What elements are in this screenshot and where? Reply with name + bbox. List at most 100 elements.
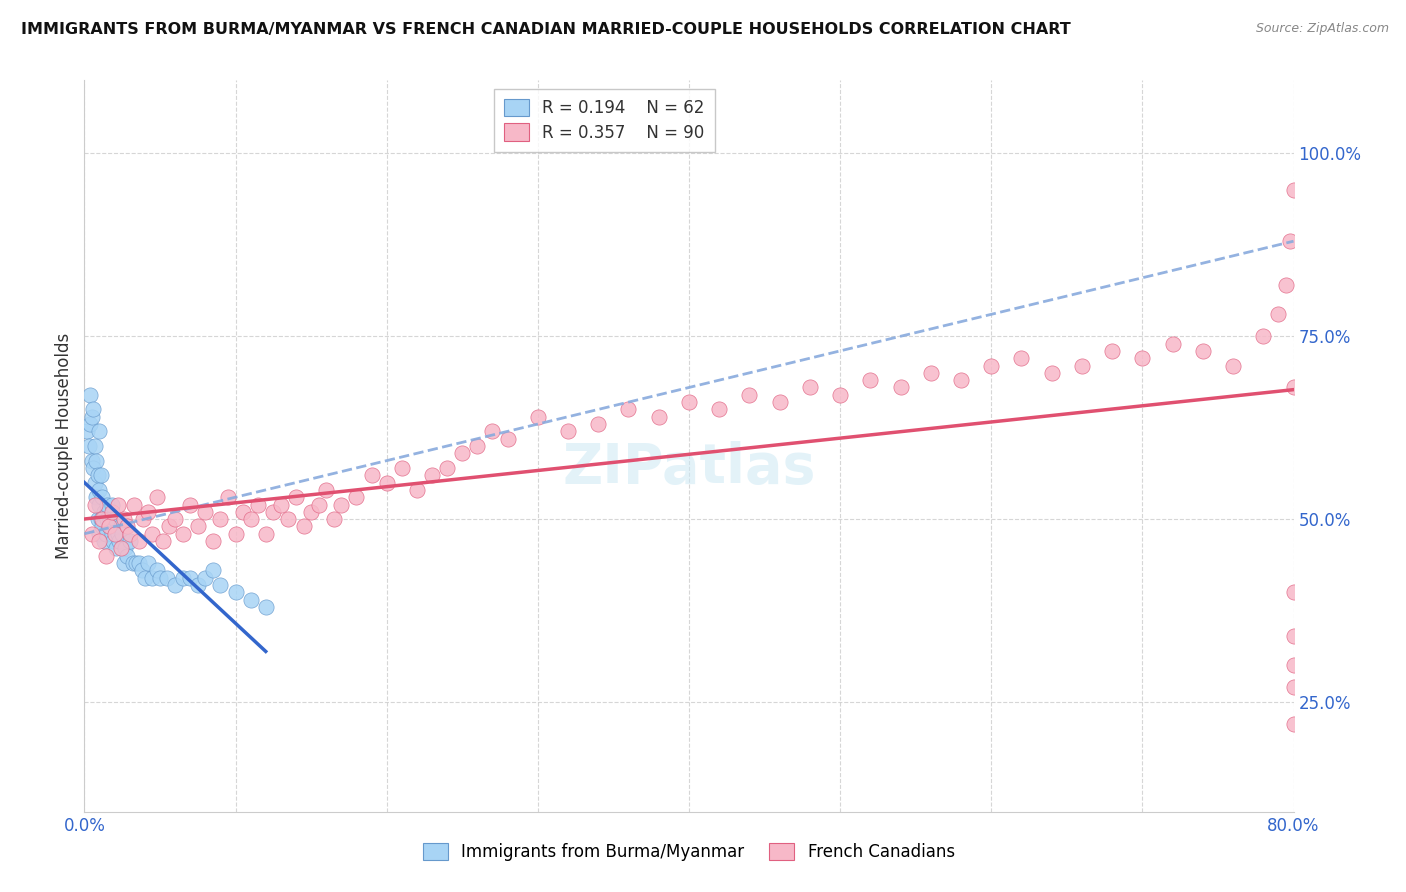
Point <box>1011 351 1033 366</box>
Point <box>105 541 128 556</box>
Point <box>87 468 110 483</box>
Point <box>76 425 98 439</box>
Point <box>100 498 122 512</box>
Point <box>94 549 117 563</box>
Point <box>496 432 519 446</box>
Point <box>859 373 882 387</box>
Point <box>94 526 117 541</box>
Point <box>360 468 382 483</box>
Point <box>1279 234 1302 248</box>
Point <box>134 571 156 585</box>
Point <box>209 512 232 526</box>
Point <box>84 439 107 453</box>
Point <box>165 512 187 526</box>
Point <box>152 534 174 549</box>
Point <box>90 468 112 483</box>
Point <box>179 571 201 585</box>
Point <box>950 373 973 387</box>
Point <box>97 519 120 533</box>
Point <box>146 490 169 504</box>
Point <box>89 534 111 549</box>
Point <box>125 556 148 570</box>
Point <box>1282 629 1305 643</box>
Point <box>201 563 224 577</box>
Point <box>709 402 731 417</box>
Point <box>346 490 368 504</box>
Point <box>84 498 107 512</box>
Point <box>239 592 262 607</box>
Point <box>93 505 115 519</box>
Text: Source: ZipAtlas.com: Source: ZipAtlas.com <box>1256 22 1389 36</box>
Point <box>79 388 101 402</box>
Point <box>588 417 610 431</box>
Point <box>91 512 114 526</box>
Point <box>1282 183 1305 197</box>
Point <box>277 512 299 526</box>
Point <box>217 490 239 504</box>
Point <box>617 402 640 417</box>
Point <box>107 526 129 541</box>
Point <box>262 505 284 519</box>
Point <box>156 571 179 585</box>
Point <box>98 512 121 526</box>
Point <box>172 571 194 585</box>
Point <box>254 599 277 614</box>
Legend: Immigrants from Burma/Myanmar, French Canadians: Immigrants from Burma/Myanmar, French Ca… <box>415 834 963 869</box>
Point <box>89 425 111 439</box>
Point <box>648 409 671 424</box>
Point <box>115 519 138 533</box>
Point <box>481 425 503 439</box>
Point <box>232 505 254 519</box>
Point <box>97 519 120 533</box>
Point <box>299 505 322 519</box>
Point <box>1282 585 1305 599</box>
Point <box>118 534 141 549</box>
Point <box>678 395 700 409</box>
Point <box>77 439 100 453</box>
Text: IMMIGRANTS FROM BURMA/MYANMAR VS FRENCH CANADIAN MARRIED-COUPLE HOUSEHOLDS CORRE: IMMIGRANTS FROM BURMA/MYANMAR VS FRENCH … <box>21 22 1071 37</box>
Point <box>1282 717 1305 731</box>
Point <box>80 526 103 541</box>
Point <box>1161 336 1184 351</box>
Point <box>420 468 443 483</box>
Point <box>110 519 132 533</box>
Point <box>179 498 201 512</box>
Point <box>187 578 209 592</box>
Point <box>194 505 217 519</box>
Point <box>100 505 122 519</box>
Point <box>132 512 155 526</box>
Point <box>90 512 112 526</box>
Point <box>285 490 308 504</box>
Point <box>136 556 159 570</box>
Point <box>100 526 122 541</box>
Point <box>110 541 132 556</box>
Point <box>128 534 150 549</box>
Point <box>1282 380 1305 394</box>
Point <box>93 534 115 549</box>
Point <box>920 366 942 380</box>
Text: ZIPatlas: ZIPatlas <box>562 441 815 495</box>
Point <box>172 526 194 541</box>
Point <box>1222 359 1244 373</box>
Point <box>121 556 143 570</box>
Point <box>80 453 103 467</box>
Point <box>194 571 217 585</box>
Point <box>146 563 169 577</box>
Point <box>80 409 103 424</box>
Point <box>112 556 135 570</box>
Point <box>1101 343 1123 358</box>
Y-axis label: Married-couple Households: Married-couple Households <box>55 333 73 559</box>
Point <box>187 519 209 533</box>
Point <box>467 439 489 453</box>
Point <box>101 534 124 549</box>
Point <box>89 526 111 541</box>
Point <box>1071 359 1094 373</box>
Point <box>239 512 262 526</box>
Point <box>1282 681 1305 695</box>
Point <box>82 461 104 475</box>
Point <box>406 483 429 497</box>
Point <box>292 519 315 533</box>
Point <box>114 541 136 556</box>
Point <box>1253 329 1275 343</box>
Point <box>107 498 129 512</box>
